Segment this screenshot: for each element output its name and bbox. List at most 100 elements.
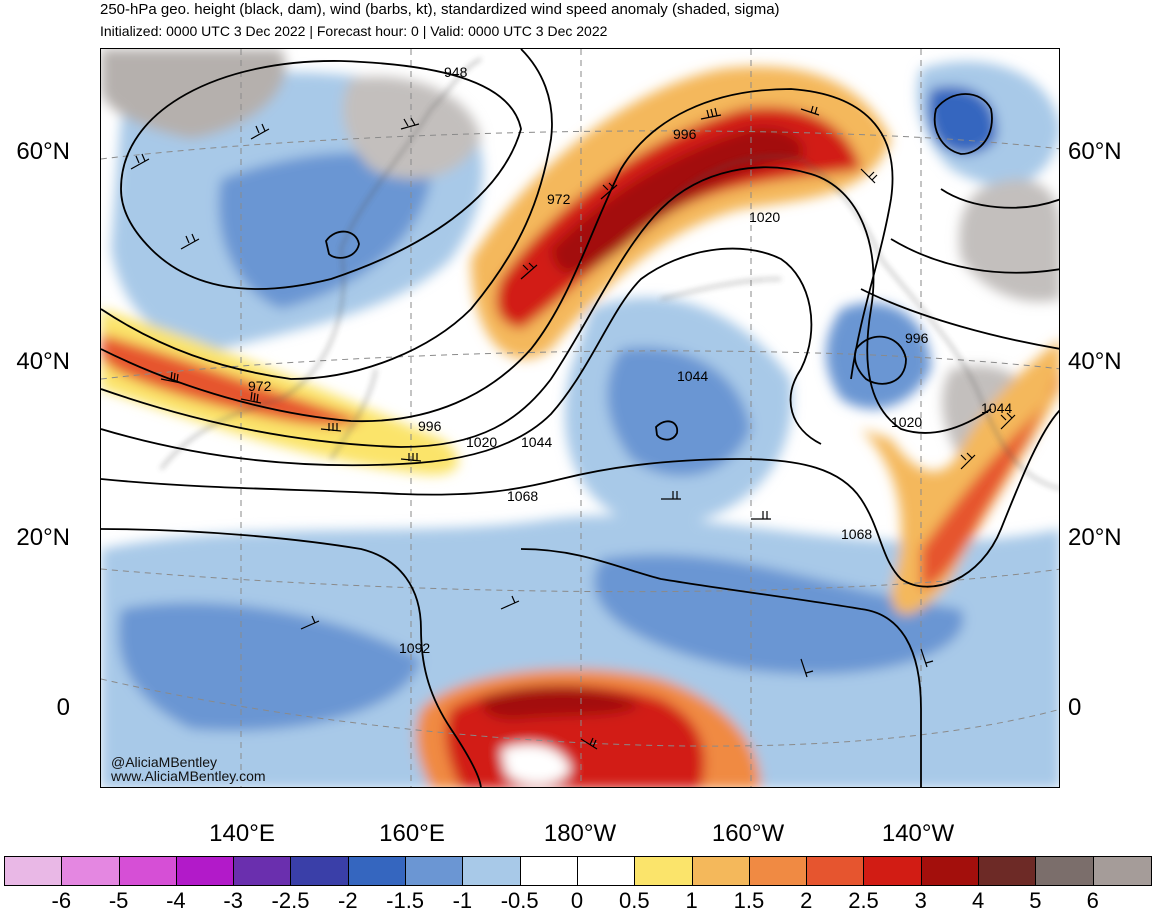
colorbar-swatch bbox=[406, 857, 464, 885]
pos-anomaly-japan-jet-core bbox=[101, 334, 361, 427]
contour-1092-e bbox=[520, 548, 922, 787]
graticule bbox=[101, 49, 1059, 787]
wind-barb bbox=[180, 233, 200, 250]
contour-label: 1044 bbox=[521, 434, 552, 450]
colorbar-swatch bbox=[864, 857, 922, 885]
colorbar-swatch bbox=[807, 857, 865, 885]
colorbar-swatch bbox=[62, 857, 120, 885]
lat-label-right: 0 bbox=[1068, 694, 1082, 721]
contour-label: 1020 bbox=[749, 209, 780, 225]
wind-barb bbox=[500, 595, 520, 610]
wind-barb bbox=[960, 452, 976, 470]
lon-label: 160°E bbox=[379, 820, 445, 847]
contour-1092 bbox=[101, 528, 482, 787]
lat-label-left: 20°N bbox=[16, 524, 70, 551]
credit-handle: @AliciaMBentley bbox=[111, 754, 218, 770]
colorbar-tick-label: -0.5 bbox=[500, 888, 539, 913]
contour-label: 972 bbox=[248, 378, 272, 394]
wind-barb bbox=[751, 511, 771, 520]
gray-anomaly-siberia bbox=[101, 49, 286, 139]
pos-anomaly-west-coast-core bbox=[921, 374, 1059, 589]
wind-barb bbox=[860, 168, 878, 184]
coast-asia bbox=[160, 58, 482, 470]
colorbar bbox=[4, 856, 1152, 886]
colorbar-tick-label: 2.5 bbox=[848, 888, 879, 913]
contour-label: 1068 bbox=[841, 526, 872, 542]
neg-anomaly-central-core bbox=[607, 347, 751, 476]
contour-1068 bbox=[101, 409, 1059, 588]
contour-label: 1092 bbox=[399, 640, 430, 656]
contour-1020-w bbox=[101, 166, 992, 448]
wind-barb bbox=[920, 648, 934, 668]
colorbar-swatch bbox=[463, 857, 521, 885]
contour-central-low bbox=[655, 420, 678, 441]
contour-ne-996 bbox=[940, 188, 1059, 209]
pos-anomaly-west-coast-jet bbox=[861, 340, 1059, 615]
wind-barb bbox=[1000, 412, 1016, 430]
colorbar-tick-label: -2.5 bbox=[271, 888, 310, 913]
contour-label: 996 bbox=[905, 330, 929, 346]
colorbar-tick-label: 4 bbox=[971, 888, 985, 913]
colorbar-swatch bbox=[979, 857, 1037, 885]
colorbar-tick-label: -2 bbox=[338, 888, 358, 913]
chart-subtitle: Initialized: 0000 UTC 3 Dec 2022 | Forec… bbox=[100, 23, 608, 39]
lon-label: 180°W bbox=[543, 820, 617, 847]
contour-label: 1044 bbox=[677, 368, 708, 384]
colorbar-tick-label: -5 bbox=[108, 888, 129, 913]
contour-label: 1068 bbox=[507, 488, 538, 504]
wind-barb bbox=[700, 107, 722, 120]
wind-barb bbox=[520, 262, 538, 280]
neg-anomaly-nw-core bbox=[218, 152, 431, 309]
lat-line-20 bbox=[101, 568, 1059, 593]
coast-aleutians bbox=[660, 278, 782, 300]
contour-gulf-low bbox=[853, 335, 907, 385]
chart-title: 250-hPa geo. height (black, dam), wind (… bbox=[100, 1, 780, 18]
wind-barbs bbox=[130, 105, 1016, 750]
contour-label: 1020 bbox=[891, 414, 922, 430]
colorbar-tick-label: -1.5 bbox=[386, 888, 425, 913]
wind-barb bbox=[400, 117, 420, 130]
colorbar-tick-label: 0.5 bbox=[619, 888, 650, 913]
neg-anomaly-gulf-alaska bbox=[826, 302, 931, 409]
colorbar-tick-label: 5 bbox=[1029, 888, 1042, 913]
colorbar-swatch bbox=[520, 857, 578, 885]
neg-anomaly-west-tropics bbox=[118, 602, 421, 731]
colorbar-tick-label: 3 bbox=[914, 888, 927, 913]
coast-japan bbox=[330, 368, 377, 460]
pos-anomaly-equatorial-max bbox=[481, 686, 641, 720]
contour-alaska-low bbox=[933, 93, 993, 155]
lat-label-right: 60°N bbox=[1068, 138, 1122, 165]
colorbar-swatch bbox=[1036, 857, 1094, 885]
wind-barb bbox=[160, 371, 182, 384]
contour-ne-1020 bbox=[890, 238, 1059, 274]
lat-label-left: 0 bbox=[56, 694, 70, 721]
contour-ne-1044 bbox=[860, 288, 1059, 350]
colorbar-swatch bbox=[692, 857, 750, 885]
colorbar-tick-label: 1 bbox=[685, 888, 698, 913]
contour-1044 bbox=[101, 247, 822, 467]
colorbar-swatch bbox=[5, 857, 63, 885]
colorbar-swatch bbox=[749, 857, 808, 885]
gray-anomaly-okhotsk bbox=[342, 76, 481, 179]
anomaly-shading bbox=[101, 49, 1059, 787]
contour-label-group: 948 996 972 1020 972 996 1020 1044 1068 … bbox=[248, 64, 1012, 656]
height-contours bbox=[101, 49, 1059, 787]
pos-anomaly-japan-jet bbox=[101, 309, 459, 475]
lat-label-left: 60°N bbox=[16, 138, 70, 165]
contour-label: 972 bbox=[547, 191, 571, 207]
wind-barb bbox=[240, 391, 262, 404]
lon-label: 160°W bbox=[711, 820, 785, 847]
wind-barb bbox=[320, 423, 342, 432]
colorbar-swatch bbox=[348, 857, 407, 885]
neg-anomaly-tropics-core bbox=[593, 554, 964, 675]
contour-948 bbox=[120, 60, 522, 290]
contour-label: 948 bbox=[444, 64, 468, 80]
lat-label-right: 20°N bbox=[1068, 524, 1122, 551]
wind-barb bbox=[600, 182, 618, 200]
weather-map: 948 996 972 1020 972 996 1020 1044 1068 … bbox=[100, 48, 1060, 788]
wind-barb bbox=[800, 105, 820, 116]
lat-label-left: 40°N bbox=[16, 348, 70, 375]
lon-label: 140°W bbox=[881, 820, 955, 847]
contour-label: 996 bbox=[418, 418, 442, 434]
lon-label: 140°E bbox=[209, 820, 275, 847]
